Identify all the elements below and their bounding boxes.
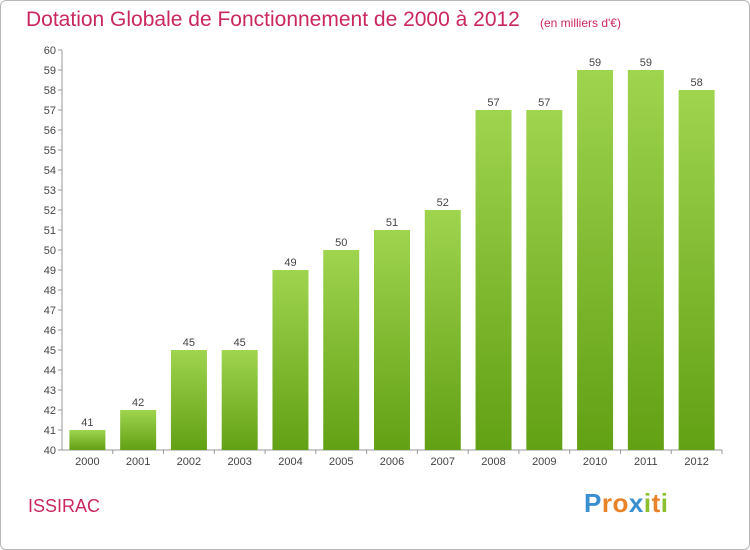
y-tick-label: 47 [44,305,56,317]
logo-letter: o [612,488,629,518]
chart-labels: 2000 41 2001 42 2002 45 2003 45 2004 49 2005 50 2006… [75,57,709,468]
bar-2001 [120,410,157,450]
x-tick-label: 2003 [227,456,251,468]
bar-2008 [475,110,512,450]
y-tick-label: 52 [44,205,56,217]
bar-2006 [374,230,410,450]
y-tick-label: 51 [44,225,56,237]
y-tick-label: 56 [44,125,56,137]
y-tick-label: 53 [44,185,56,197]
y-tick-label: 40 [44,445,56,457]
bar-2011 [627,70,664,450]
chart-title: Dotation Globale de Fonctionnement de 20… [26,8,520,31]
chart-axes: 40 41 42 43 44 45 46 47 48 49 50 51 52 53 54 55 56 57 58 59… [44,45,723,457]
x-tick-label: 2004 [278,456,302,468]
bar-2000 [69,430,106,450]
y-tick-label: 43 [44,385,56,397]
logo-letter: x [628,488,644,518]
x-tick-label: 2002 [177,456,201,468]
commune-name: ISSIRAC [28,496,101,516]
x-tick-label: 2011 [634,456,658,468]
bar-2002 [170,350,207,450]
x-tick-label: 2005 [329,456,353,468]
y-tick-label: 42 [44,405,56,417]
y-tick-label: 48 [44,285,56,297]
bar-value-label: 51 [386,217,398,229]
bar-value-label: 59 [589,57,601,69]
y-tick-label: 59 [44,65,56,77]
proxiti-logo[interactable]: Proxiti [584,488,668,519]
y-tick-label: 58 [44,85,56,97]
bar-value-label: 41 [81,417,93,429]
bar-value-label: 57 [538,97,550,109]
y-tick-label: 57 [44,105,56,117]
bar-value-label: 42 [132,397,144,409]
bar-value-label: 58 [690,77,702,89]
y-tick-label: 41 [44,425,56,437]
bar-value-label: 59 [640,57,652,69]
logo-letter: i [643,488,652,518]
logo-letter: r [601,488,613,518]
logo-letter: i [660,488,669,518]
x-tick-label: 2007 [431,456,455,468]
chart-subtitle: (en milliers d'€) [540,16,621,30]
y-tick-label: 60 [44,45,56,57]
bar-2010 [577,70,614,450]
y-tick-label: 49 [44,265,56,277]
bar-2007 [424,210,461,450]
y-tick-label: 50 [44,245,56,257]
bar-value-label: 50 [335,237,347,249]
y-tick-label: 55 [44,145,56,157]
bar-value-label: 45 [183,337,195,349]
y-tick-label: 54 [44,165,56,177]
bar-2004 [272,270,309,450]
bar-2005 [323,250,360,450]
chart-bars [69,70,715,450]
x-tick-label: 2008 [481,456,505,468]
x-tick-label: 2001 [126,456,150,468]
bar-2003 [221,350,258,450]
bar-2009 [526,110,563,450]
bar-value-label: 57 [487,97,499,109]
bar-value-label: 45 [234,337,246,349]
bar-2012 [678,90,715,450]
x-tick-label: 2006 [380,456,404,468]
x-tick-label: 2012 [684,456,708,468]
logo-letter: t [651,488,661,518]
x-tick-label: 2010 [583,456,607,468]
logo-letter: P [584,488,602,518]
x-tick-label: 2000 [75,456,99,468]
bar-value-label: 49 [284,257,296,269]
bar-value-label: 52 [437,197,449,209]
y-tick-label: 46 [44,325,56,337]
y-tick-label: 44 [44,365,56,377]
x-tick-label: 2009 [532,456,556,468]
y-tick-label: 45 [44,345,56,357]
